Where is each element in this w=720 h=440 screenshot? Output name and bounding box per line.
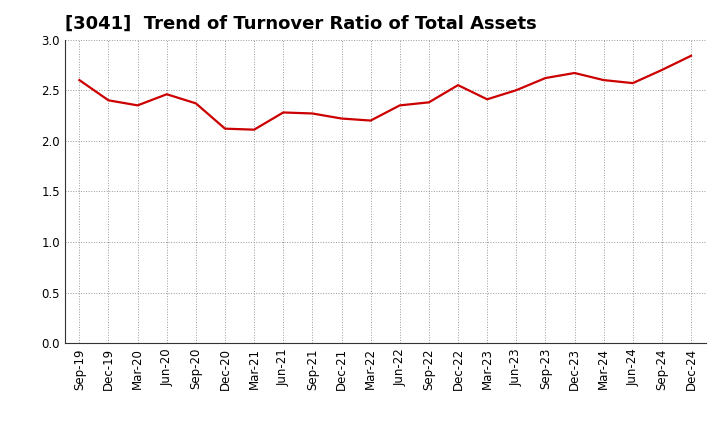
Text: [3041]  Trend of Turnover Ratio of Total Assets: [3041] Trend of Turnover Ratio of Total … (65, 15, 536, 33)
